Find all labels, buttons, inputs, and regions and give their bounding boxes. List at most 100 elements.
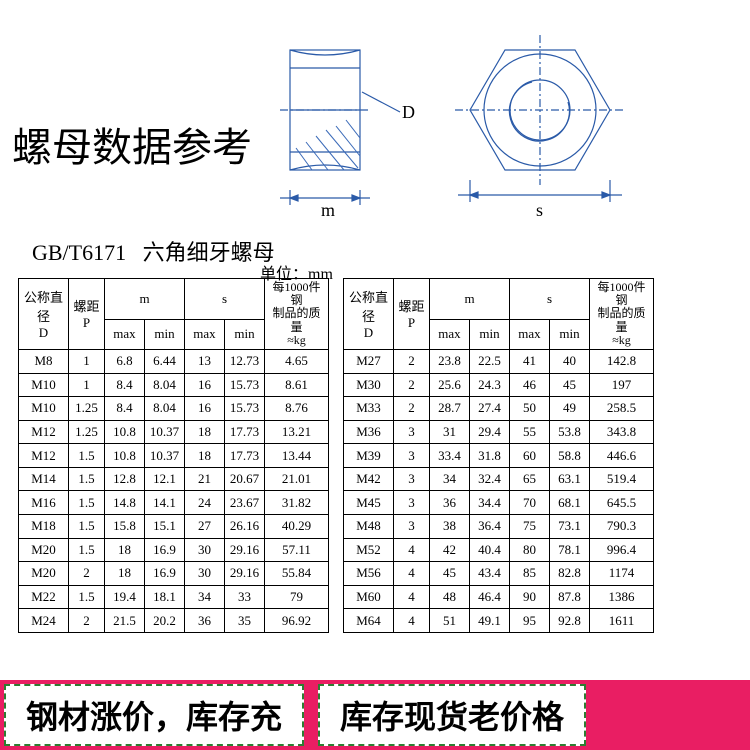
hdr-m-max: max <box>430 319 470 349</box>
table-cell: 73.1 <box>550 514 590 538</box>
table-cell: 3 <box>394 491 430 515</box>
table-cell: 4.65 <box>265 349 329 373</box>
table-cell: 6.8 <box>105 349 145 373</box>
table-cell: M16 <box>19 491 69 515</box>
table-cell: M18 <box>19 514 69 538</box>
nut-diagram: m D s <box>270 20 690 230</box>
table-cell: 87.8 <box>550 585 590 609</box>
table-cell: 68.1 <box>550 491 590 515</box>
table-cell: M8 <box>19 349 69 373</box>
table-cell: 96.92 <box>265 609 329 633</box>
table-cell: 85 <box>510 562 550 586</box>
table-cell: 36.4 <box>470 514 510 538</box>
table-cell: M24 <box>19 609 69 633</box>
table-cell: 45 <box>430 562 470 586</box>
table-cell: 1.5 <box>69 467 105 491</box>
table-cell: 25.6 <box>430 373 470 397</box>
table-cell: 2 <box>394 349 430 373</box>
table-cell: M20 <box>19 562 69 586</box>
table-cell: 21 <box>185 467 225 491</box>
table-cell: 16.9 <box>145 562 185 586</box>
promo-right: 库存现货老价格 <box>318 684 586 746</box>
table-cell: 519.4 <box>590 467 654 491</box>
hdr-kg: 每1000件钢 制品的质量 ≈kg <box>590 279 654 350</box>
table-cell: 95 <box>510 609 550 633</box>
table-cell: 1.5 <box>69 514 105 538</box>
table-cell: M10 <box>19 397 69 421</box>
table-cell: 16 <box>185 397 225 421</box>
table-cell: 13.44 <box>265 444 329 468</box>
table-cell: 18 <box>105 562 145 586</box>
table-row: M33228.727.45049258.5 <box>344 397 654 421</box>
table-cell: 50 <box>510 397 550 421</box>
table-cell: 82.8 <box>550 562 590 586</box>
table-cell: 35 <box>225 609 265 633</box>
table-cell: M52 <box>344 538 394 562</box>
table-cell: 10.37 <box>145 420 185 444</box>
table-cell: 142.8 <box>590 349 654 373</box>
table-cell: 13 <box>185 349 225 373</box>
table-cell: 10.37 <box>145 444 185 468</box>
table-cell: 1.25 <box>69 420 105 444</box>
table-row: M221.519.418.1343379 <box>19 585 329 609</box>
table-cell: 24 <box>185 491 225 515</box>
table-cell: M33 <box>344 397 394 421</box>
table-cell: 1.5 <box>69 444 105 468</box>
table-cell: 3 <box>394 444 430 468</box>
table-row: M816.86.441312.734.65 <box>19 349 329 373</box>
table-cell: M20 <box>19 538 69 562</box>
table-row: M4833836.47573.1790.3 <box>344 514 654 538</box>
table-cell: 27.4 <box>470 397 510 421</box>
table-cell: M45 <box>344 491 394 515</box>
table-row: M27223.822.54140142.8 <box>344 349 654 373</box>
hdr-m: m <box>430 279 510 320</box>
table-cell: 8.04 <box>145 397 185 421</box>
table-cell: 13.21 <box>265 420 329 444</box>
table-cell: 29.16 <box>225 538 265 562</box>
table-cell: 1611 <box>590 609 654 633</box>
table-cell: 3 <box>394 514 430 538</box>
table-cell: 1386 <box>590 585 654 609</box>
table-cell: 15.73 <box>225 397 265 421</box>
table-cell: 70 <box>510 491 550 515</box>
table-cell: M36 <box>344 420 394 444</box>
table-cell: 30 <box>185 538 225 562</box>
table-cell: 645.5 <box>590 491 654 515</box>
table-cell: 32.4 <box>470 467 510 491</box>
hdr-s-max: max <box>510 319 550 349</box>
table-cell: M10 <box>19 373 69 397</box>
table-cell: 12.1 <box>145 467 185 491</box>
table-cell: 24.3 <box>470 373 510 397</box>
table-cell: 40 <box>550 349 590 373</box>
table-cell: 31.82 <box>265 491 329 515</box>
hdr-m: m <box>105 279 185 320</box>
table-cell: 4 <box>394 609 430 633</box>
table-cell: 28.7 <box>430 397 470 421</box>
table-row: M2021816.93029.1655.84 <box>19 562 329 586</box>
table-row: M5244240.48078.1996.4 <box>344 538 654 562</box>
table-cell: 2 <box>69 609 105 633</box>
table-cell: 1 <box>69 349 105 373</box>
dim-s-label: s <box>536 200 543 220</box>
table-cell: 75 <box>510 514 550 538</box>
hdr-d: 公称直径 D <box>344 279 394 350</box>
table-cell: 2 <box>394 373 430 397</box>
table-cell: 2 <box>69 562 105 586</box>
table-cell: 22.5 <box>470 349 510 373</box>
hdr-m-min: min <box>470 319 510 349</box>
table-cell: 446.6 <box>590 444 654 468</box>
table-cell: M12 <box>19 420 69 444</box>
table-cell: M48 <box>344 514 394 538</box>
table-row: M1018.48.041615.738.61 <box>19 373 329 397</box>
table-cell: 34.4 <box>470 491 510 515</box>
table-cell: 19.4 <box>105 585 145 609</box>
table-row: M141.512.812.12120.6721.01 <box>19 467 329 491</box>
table-cell: 18 <box>185 444 225 468</box>
table-cell: 197 <box>590 373 654 397</box>
table-cell: 80 <box>510 538 550 562</box>
promo-left: 钢材涨价，库存充 <box>4 684 304 746</box>
table-cell: 33.4 <box>430 444 470 468</box>
hdr-s-min: min <box>550 319 590 349</box>
table-cell: 790.3 <box>590 514 654 538</box>
table-cell: 8.4 <box>105 397 145 421</box>
